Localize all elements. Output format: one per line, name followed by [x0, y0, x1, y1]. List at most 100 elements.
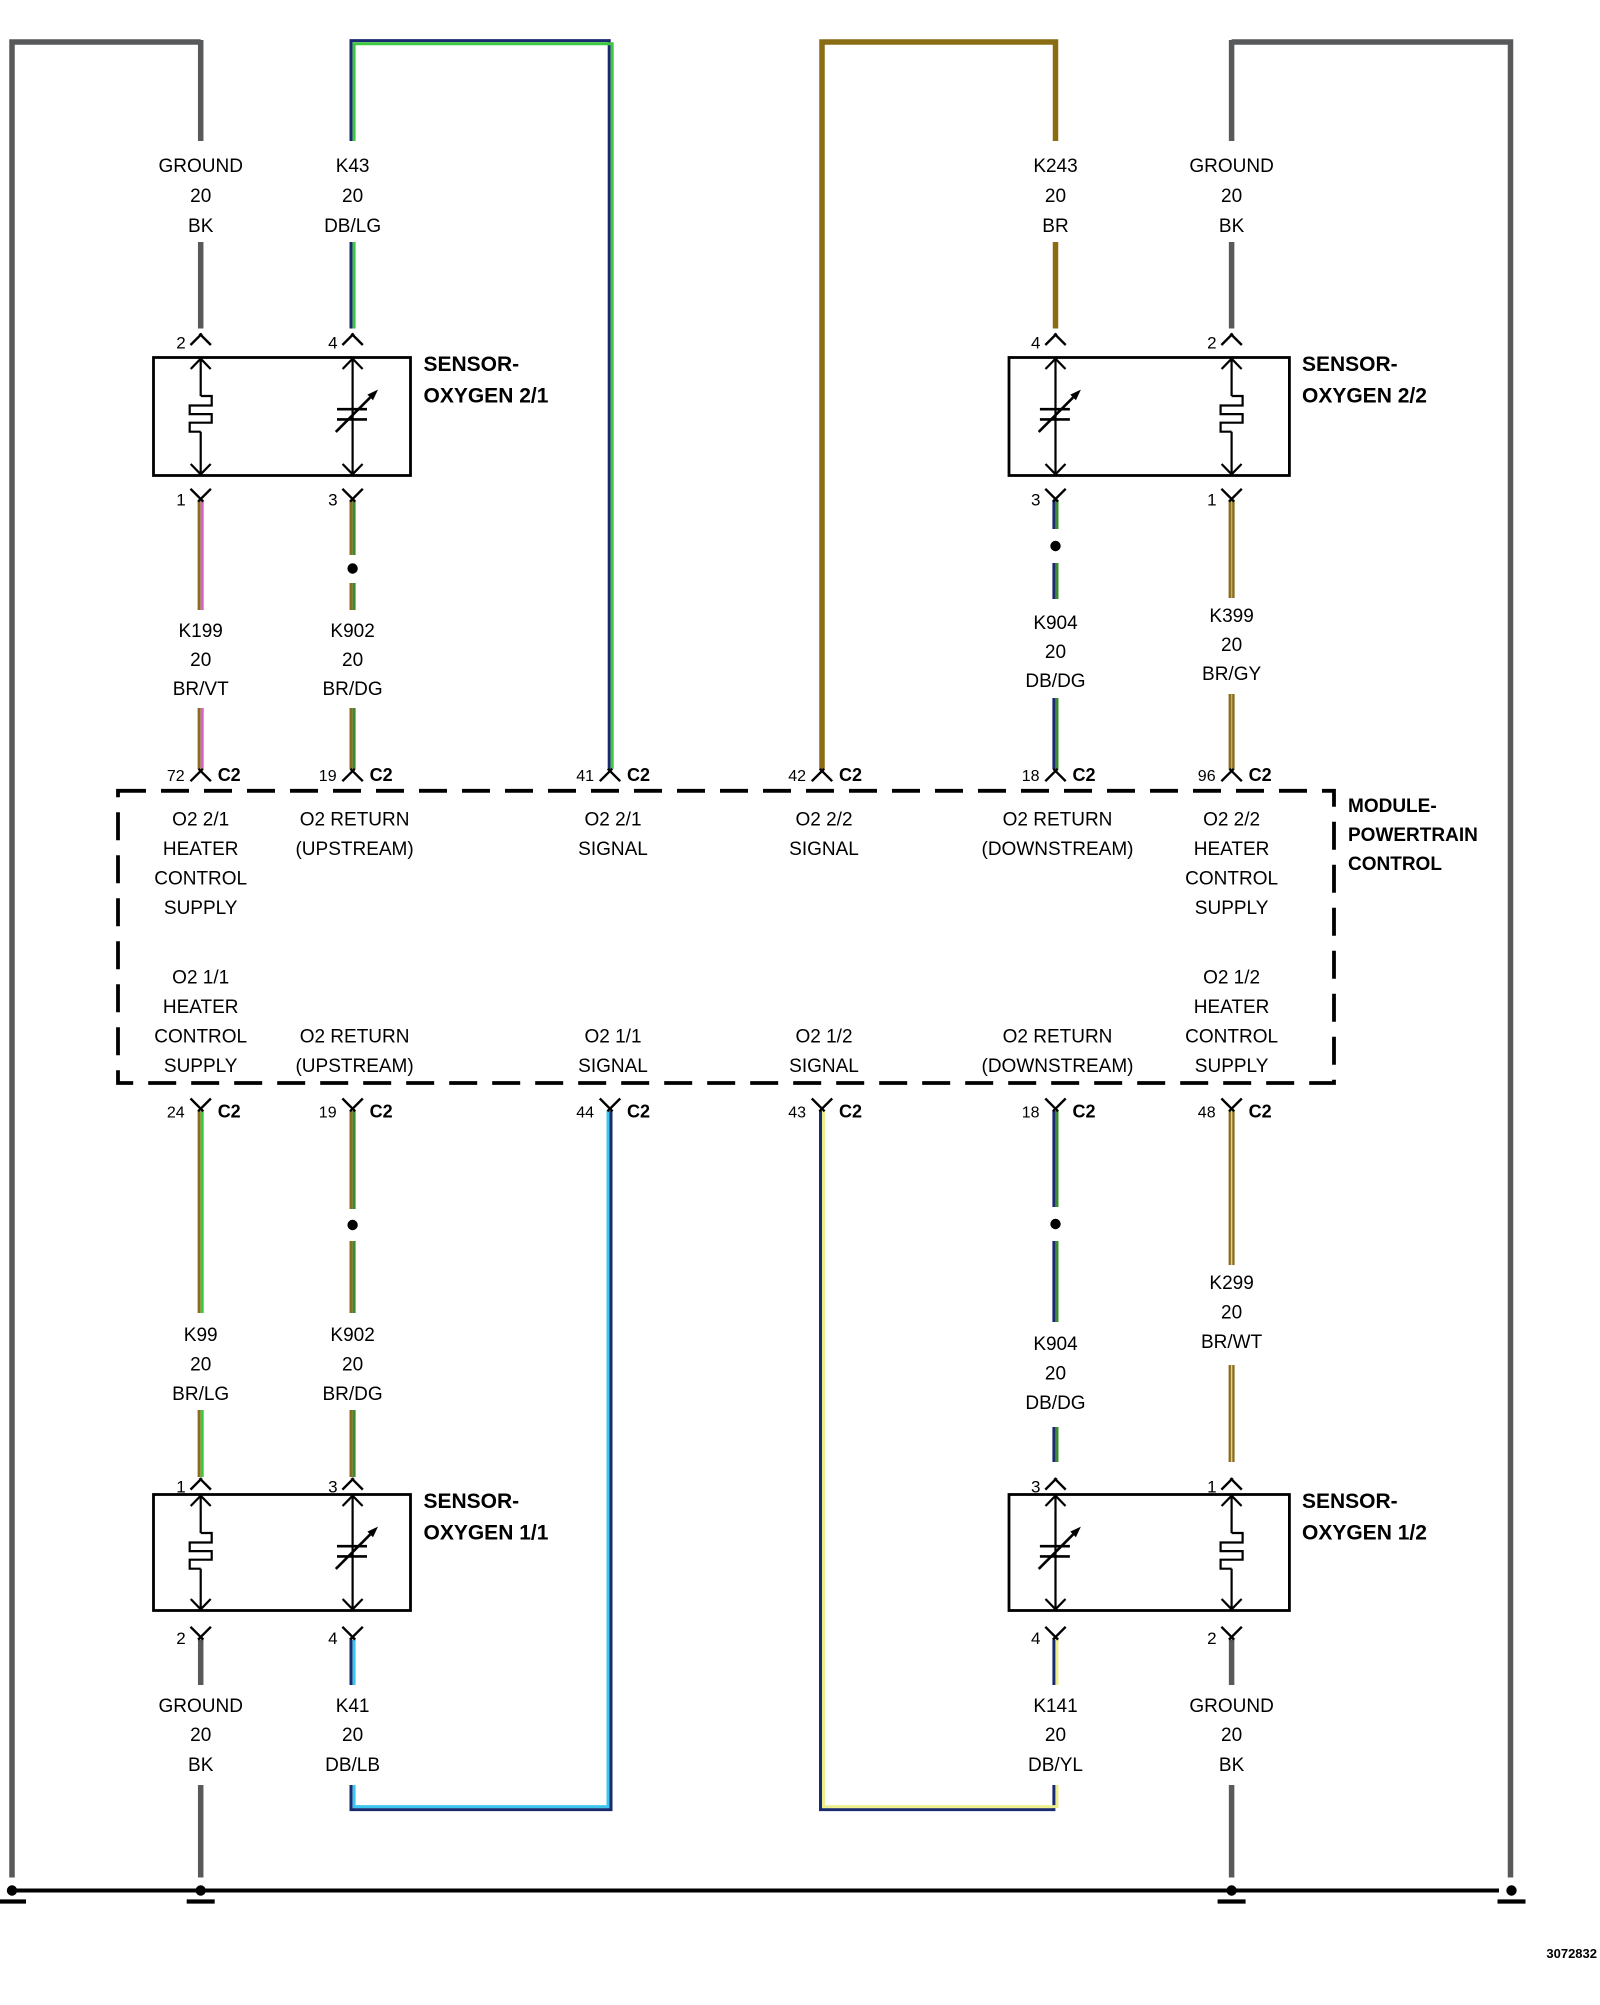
- svg-text:(UPSTREAM): (UPSTREAM): [295, 839, 413, 860]
- svg-text:K199: K199: [179, 621, 223, 642]
- svg-text:3: 3: [1031, 1478, 1040, 1497]
- svg-text:O2 1/2: O2 1/2: [1203, 968, 1260, 989]
- svg-text:DB/YL: DB/YL: [1028, 1755, 1083, 1776]
- svg-text:(DOWNSTREAM): (DOWNSTREAM): [982, 839, 1134, 860]
- svg-text:BR: BR: [1042, 216, 1068, 237]
- svg-text:C2: C2: [370, 1102, 393, 1122]
- svg-text:43: 43: [788, 1105, 806, 1122]
- svg-text:BR/GY: BR/GY: [1202, 664, 1261, 685]
- svg-text:BK: BK: [1219, 216, 1245, 237]
- svg-text:CONTROL: CONTROL: [154, 1027, 247, 1048]
- svg-text:K99: K99: [184, 1325, 218, 1346]
- svg-text:C2: C2: [1249, 1102, 1272, 1122]
- svg-text:24: 24: [167, 1105, 185, 1122]
- svg-text:C2: C2: [839, 1102, 862, 1122]
- svg-text:3: 3: [328, 491, 337, 510]
- svg-text:20: 20: [190, 186, 211, 207]
- svg-text:SUPPLY: SUPPLY: [1195, 898, 1269, 919]
- svg-text:HEATER: HEATER: [163, 839, 239, 860]
- svg-text:96: 96: [1198, 768, 1216, 785]
- svg-text:K902: K902: [330, 1325, 374, 1346]
- svg-text:O2 RETURN: O2 RETURN: [300, 1027, 410, 1048]
- svg-text:20: 20: [342, 650, 363, 671]
- svg-text:19: 19: [319, 768, 337, 785]
- svg-text:(UPSTREAM): (UPSTREAM): [295, 1056, 413, 1077]
- svg-text:18: 18: [1022, 1105, 1040, 1122]
- svg-text:20: 20: [190, 650, 211, 671]
- svg-text:GROUND: GROUND: [158, 156, 242, 177]
- svg-text:20: 20: [1221, 635, 1242, 656]
- svg-text:OXYGEN 1/1: OXYGEN 1/1: [424, 1522, 549, 1545]
- svg-text:SENSOR-: SENSOR-: [424, 353, 520, 376]
- svg-text:SIGNAL: SIGNAL: [789, 839, 859, 860]
- svg-text:DB/LG: DB/LG: [324, 216, 381, 237]
- svg-text:K904: K904: [1033, 1334, 1078, 1355]
- svg-text:C2: C2: [627, 765, 650, 785]
- svg-text:19: 19: [319, 1105, 337, 1122]
- svg-text:MODULE-: MODULE-: [1348, 796, 1437, 817]
- svg-text:20: 20: [1045, 642, 1066, 663]
- svg-text:C2: C2: [1073, 765, 1096, 785]
- svg-text:SIGNAL: SIGNAL: [578, 839, 648, 860]
- svg-text:20: 20: [1221, 1725, 1242, 1746]
- svg-text:1: 1: [1207, 491, 1216, 510]
- svg-text:BK: BK: [1219, 1755, 1245, 1776]
- svg-text:2: 2: [176, 334, 185, 353]
- svg-text:4: 4: [1031, 1629, 1040, 1648]
- svg-text:4: 4: [328, 1629, 337, 1648]
- svg-text:OXYGEN 2/2: OXYGEN 2/2: [1302, 385, 1427, 408]
- svg-text:OXYGEN 1/2: OXYGEN 1/2: [1302, 1522, 1427, 1545]
- svg-text:20: 20: [342, 186, 363, 207]
- svg-text:20: 20: [1221, 1303, 1242, 1324]
- svg-text:DB/DG: DB/DG: [1025, 671, 1085, 692]
- svg-text:O2 1/2: O2 1/2: [795, 1027, 852, 1048]
- svg-text:GROUND: GROUND: [1189, 156, 1273, 177]
- svg-text:K43: K43: [336, 156, 370, 177]
- svg-text:3: 3: [1031, 491, 1040, 510]
- svg-text:O2 1/1: O2 1/1: [584, 1027, 641, 1048]
- svg-text:K41: K41: [336, 1696, 370, 1717]
- svg-text:CONTROL: CONTROL: [154, 868, 247, 889]
- svg-text:BK: BK: [188, 216, 214, 237]
- svg-text:BR/WT: BR/WT: [1201, 1332, 1263, 1353]
- svg-text:BK: BK: [188, 1755, 214, 1776]
- svg-text:18: 18: [1022, 768, 1040, 785]
- svg-text:DB/DG: DB/DG: [1025, 1393, 1085, 1414]
- svg-text:20: 20: [190, 1355, 211, 1376]
- svg-text:GROUND: GROUND: [1189, 1696, 1273, 1717]
- svg-text:O2 RETURN: O2 RETURN: [1003, 809, 1113, 830]
- svg-text:SENSOR-: SENSOR-: [424, 1490, 520, 1513]
- svg-text:C2: C2: [627, 1102, 650, 1122]
- svg-text:SIGNAL: SIGNAL: [578, 1056, 648, 1077]
- svg-text:1: 1: [176, 1478, 185, 1497]
- svg-text:20: 20: [1045, 1364, 1066, 1385]
- svg-text:DB/LB: DB/LB: [325, 1755, 380, 1776]
- svg-text:O2 2/1: O2 2/1: [584, 809, 641, 830]
- svg-text:2: 2: [1207, 334, 1216, 353]
- svg-text:20: 20: [1045, 1725, 1066, 1746]
- svg-text:K902: K902: [330, 621, 374, 642]
- svg-text:O2 RETURN: O2 RETURN: [300, 809, 410, 830]
- svg-text:HEATER: HEATER: [1194, 997, 1270, 1018]
- svg-text:SUPPLY: SUPPLY: [1195, 1056, 1269, 1077]
- svg-text:OXYGEN 2/1: OXYGEN 2/1: [424, 385, 549, 408]
- svg-text:2: 2: [176, 1629, 185, 1648]
- svg-text:20: 20: [342, 1355, 363, 1376]
- svg-text:1: 1: [1207, 1478, 1216, 1497]
- svg-text:K299: K299: [1209, 1273, 1253, 1294]
- svg-text:SENSOR-: SENSOR-: [1302, 1490, 1398, 1513]
- svg-text:CONTROL: CONTROL: [1185, 1027, 1278, 1048]
- svg-text:O2 1/1: O2 1/1: [172, 968, 229, 989]
- svg-text:SENSOR-: SENSOR-: [1302, 353, 1398, 376]
- svg-text:K904: K904: [1033, 613, 1078, 634]
- svg-text:O2 2/2: O2 2/2: [795, 809, 852, 830]
- svg-text:O2 2/2: O2 2/2: [1203, 809, 1260, 830]
- svg-text:SIGNAL: SIGNAL: [789, 1056, 859, 1077]
- svg-text:4: 4: [1031, 334, 1040, 353]
- svg-text:HEATER: HEATER: [1194, 839, 1270, 860]
- svg-text:C2: C2: [218, 765, 241, 785]
- svg-text:2: 2: [1207, 1629, 1216, 1648]
- svg-text:POWERTRAIN: POWERTRAIN: [1348, 825, 1478, 846]
- svg-text:K243: K243: [1033, 156, 1077, 177]
- svg-text:C2: C2: [839, 765, 862, 785]
